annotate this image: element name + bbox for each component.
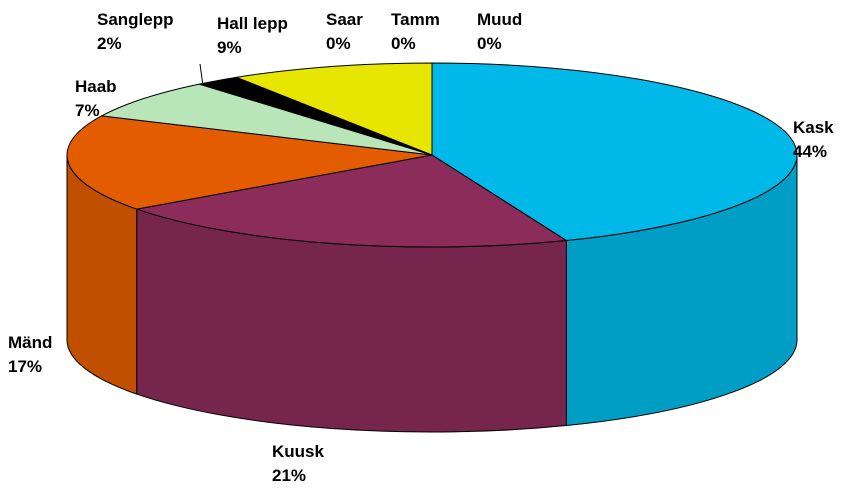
slice-value-label: 7% <box>75 101 100 120</box>
slice-value-label: 17% <box>8 357 42 376</box>
slice-label: Tamm <box>391 10 440 29</box>
slice-value-label: 44% <box>793 142 827 161</box>
slice-label: Sanglepp <box>97 10 174 29</box>
slice-label: Kuusk <box>272 442 325 461</box>
slice <box>431 62 798 242</box>
slice-label: Haab <box>75 77 117 96</box>
slice-label: Muud <box>477 10 522 29</box>
slice <box>100 83 433 156</box>
slice <box>234 62 433 156</box>
slice-value-label: 0% <box>391 34 416 53</box>
slice-label: Mänd <box>8 333 52 352</box>
slice-value-label: 2% <box>97 34 122 53</box>
slice-value-label: 0% <box>326 34 351 53</box>
slice-value-label: 21% <box>272 466 306 485</box>
slice-label: Saar <box>326 10 363 29</box>
leader-line <box>199 63 204 87</box>
slice <box>66 115 433 210</box>
slice-value-label: 0% <box>477 34 502 53</box>
slice-value-label: 9% <box>217 38 242 57</box>
slice <box>134 154 568 248</box>
slice-label: Kask <box>793 118 834 137</box>
slice-label: Hall lepp <box>217 14 288 33</box>
